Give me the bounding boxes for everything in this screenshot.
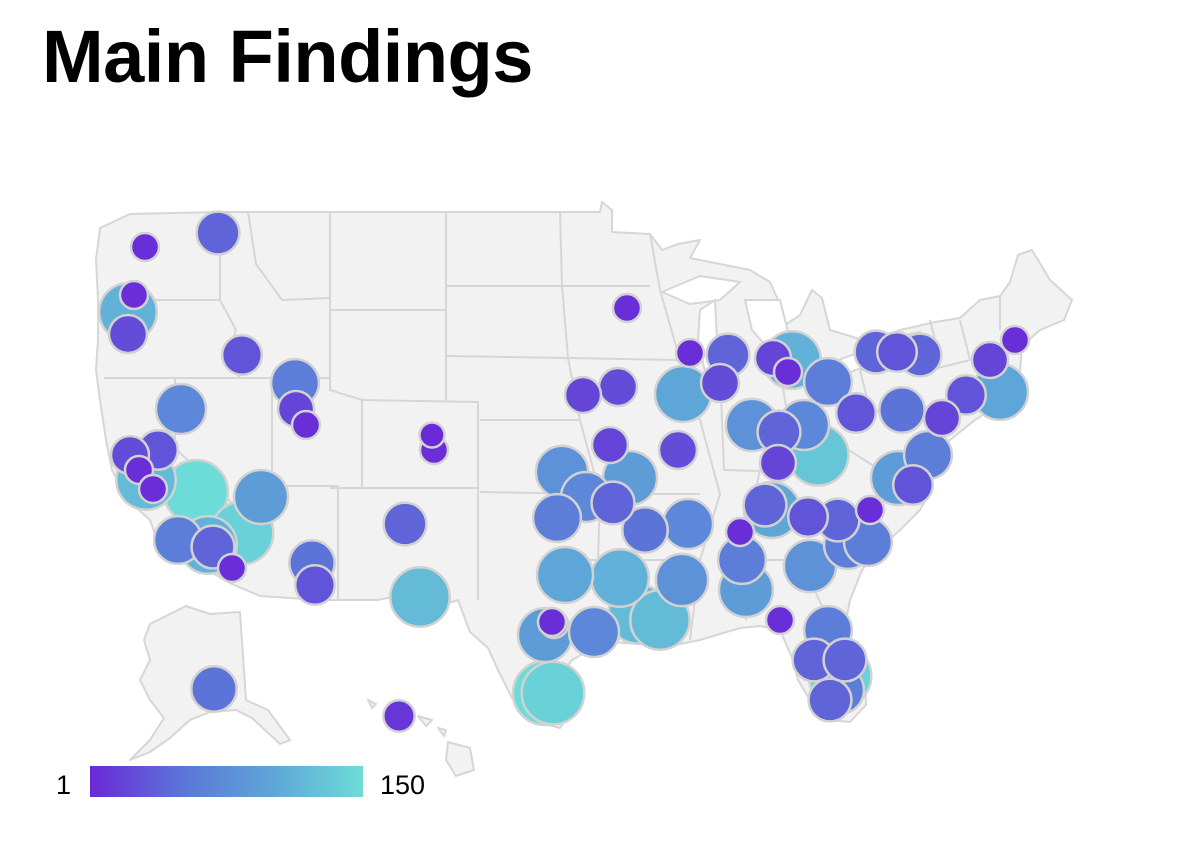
map-bubble-missouri-kansas-city[interactable]: [592, 427, 628, 463]
map-bubble-new-york-rochester[interactable]: [877, 332, 917, 372]
map-bubble-kentucky-louisville[interactable]: [760, 445, 796, 481]
map-bubble-minnesota-minneapolis[interactable]: [613, 294, 641, 322]
map-bubble-tennessee-knoxville[interactable]: [744, 484, 787, 527]
map-bubble-utah-south[interactable]: [292, 411, 320, 439]
legend-gradient-bar: [90, 766, 363, 797]
map-bubble-arkansas-fort-smith[interactable]: [592, 482, 635, 525]
map-bubble-missouri-st-louis[interactable]: [659, 431, 697, 469]
map-bubble-oregon-portland-2[interactable]: [120, 281, 148, 309]
map-bubble-idaho-boise[interactable]: [222, 335, 262, 375]
map-bubble-alaska-anchorage[interactable]: [191, 666, 236, 711]
map-bubble-new-mexico-albuquerque[interactable]: [384, 503, 427, 546]
map-bubble-tennessee-memphis[interactable]: [663, 499, 713, 549]
map-bubble-hawaii-honolulu[interactable]: [383, 700, 414, 731]
map-bubble-texas-houston[interactable]: [522, 662, 585, 725]
map-bubble-colorado-denver-2[interactable]: [420, 423, 445, 448]
map-bubble-wisconsin-milwaukee[interactable]: [774, 358, 802, 386]
map-bubble-texas-el-paso[interactable]: [390, 567, 449, 626]
map-bubble-illinois-springfield[interactable]: [676, 339, 704, 367]
map-bubble-texas-dallas[interactable]: [533, 494, 581, 542]
map-bubble-montana-north[interactable]: [197, 212, 240, 255]
map-bubble-arizona-tucson[interactable]: [295, 565, 335, 605]
map-bubble-california-las-vegas[interactable]: [234, 470, 288, 524]
map-bubble-california-monterey[interactable]: [139, 475, 167, 503]
map-bubble-maine-portland[interactable]: [1001, 326, 1029, 354]
map-bubble-georgia-macon[interactable]: [766, 606, 794, 634]
legend-max-label: 150: [380, 770, 425, 801]
map-bubble-florida-naples[interactable]: [824, 639, 867, 682]
map-bubble-california-imperial[interactable]: [218, 554, 246, 582]
map-bubble-ohio-cleveland[interactable]: [836, 393, 876, 433]
map-bubble-virginia-richmond[interactable]: [788, 497, 828, 537]
map-bubble-louisiana-baton-rouge[interactable]: [569, 607, 619, 657]
map-bubble-oregon-salem[interactable]: [109, 315, 147, 353]
map-bubble-texas-fort-worth[interactable]: [591, 549, 649, 607]
map-bubble-nevada-reno[interactable]: [156, 384, 206, 434]
map-bubble-pennsylvania-pittsburgh[interactable]: [879, 387, 924, 432]
map-bubble-texas-waco[interactable]: [537, 547, 593, 603]
map-bubble-virginia-norfolk[interactable]: [856, 496, 884, 524]
map-bubble-kentucky-lexington[interactable]: [726, 518, 754, 546]
map-bubble-new-jersey-newark[interactable]: [924, 400, 960, 436]
map-bubble-illinois-peoria[interactable]: [701, 364, 739, 402]
legend-min-label: 1: [56, 770, 71, 801]
map-bubble-florida-miami[interactable]: [809, 679, 852, 722]
map-bubble-florida-tallahassee[interactable]: [538, 608, 566, 636]
map-bubble-pennsylvania-philadelphia[interactable]: [893, 465, 933, 505]
map-bubble-mississippi-jackson[interactable]: [656, 554, 708, 606]
map-bubble-iowa-des-moines[interactable]: [565, 377, 601, 413]
map-bubble-washington-seattle[interactable]: [131, 233, 159, 261]
map-bubble-iowa-cedar-rapids[interactable]: [599, 368, 637, 406]
